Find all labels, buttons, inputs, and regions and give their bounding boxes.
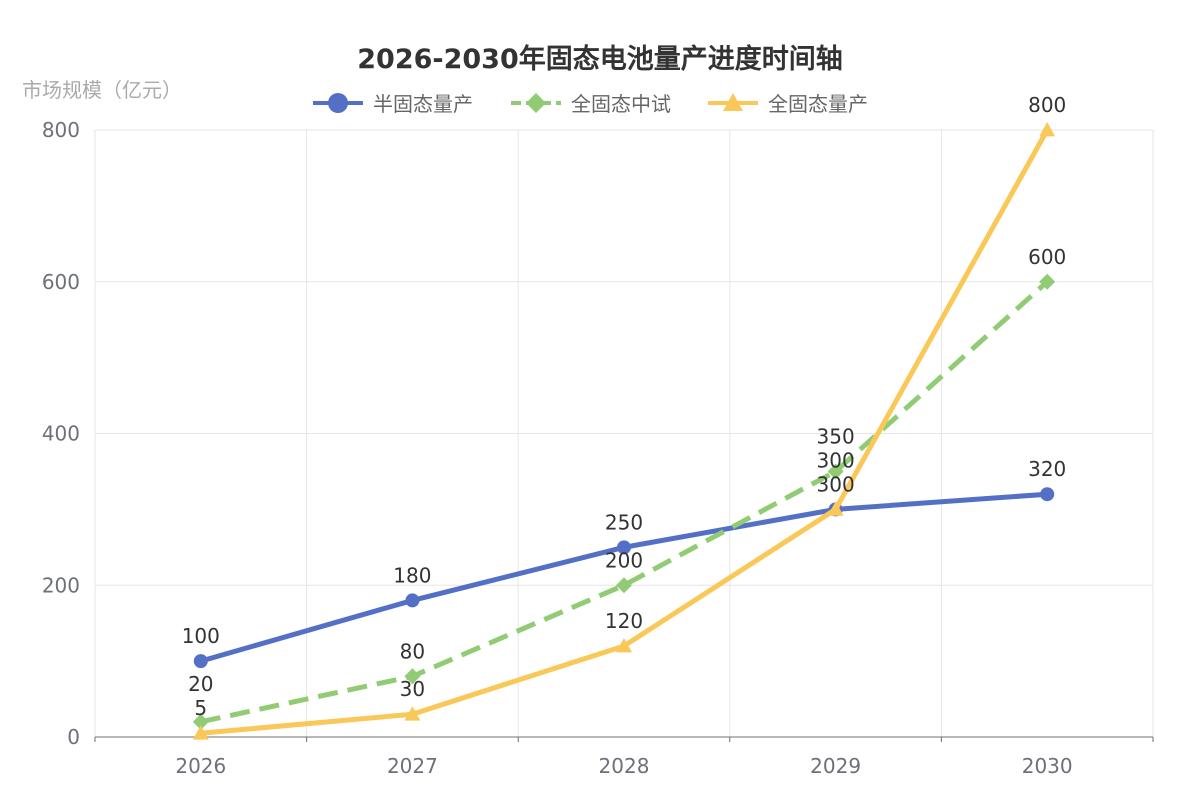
- y-axis-label: 市场规模（亿元）: [22, 78, 182, 102]
- y-tick-label: 600: [42, 270, 80, 294]
- x-tick-label: 2029: [810, 754, 861, 778]
- data-label: 800: [1028, 93, 1066, 117]
- y-tick-label: 0: [67, 725, 80, 749]
- series-line: [200, 279, 1049, 725]
- data-label: 600: [1028, 245, 1066, 269]
- diamond-marker: [1039, 273, 1056, 290]
- data-label: 350: [817, 424, 855, 448]
- diamond-marker: [404, 668, 421, 685]
- triangle-marker: [192, 725, 209, 740]
- legend-item-1: 半固态量产: [313, 92, 473, 116]
- legend-label: 全固态量产: [768, 92, 868, 116]
- diamond-marker: [192, 713, 209, 730]
- x-tick-label: 2026: [175, 754, 226, 778]
- data-label: 5: [194, 696, 207, 720]
- circle-marker: [1040, 487, 1055, 502]
- data-label: 100: [182, 624, 220, 648]
- diamond-marker: [526, 93, 546, 113]
- triangle-marker: [404, 706, 421, 721]
- data-label: 30: [400, 677, 425, 701]
- data-labels: 100 180 250 300 320 20 80 200 350 600 5 30 120 300 800: [182, 93, 1067, 720]
- x-tick-label: 2027: [387, 754, 438, 778]
- circle-marker: [193, 654, 208, 669]
- series-2: [192, 273, 1056, 730]
- diamond-marker: [827, 463, 844, 480]
- triangle-marker: [616, 637, 632, 653]
- circle-marker: [328, 93, 348, 113]
- series-group: [192, 122, 1056, 740]
- y-tick-label: 200: [42, 573, 80, 597]
- data-label: 300: [817, 472, 855, 496]
- data-label: 300: [817, 448, 855, 472]
- x-tick-label: 2028: [599, 754, 650, 778]
- legend-item-2: 全固态中试: [511, 92, 671, 116]
- circle-marker: [617, 540, 631, 555]
- triangle-marker: [723, 93, 743, 111]
- data-label: 120: [605, 609, 643, 633]
- circle-marker: [405, 593, 420, 608]
- legend-label: 全固态中试: [571, 92, 671, 116]
- series-3: [192, 122, 1056, 740]
- legend-label: 半固态量产: [373, 92, 473, 116]
- diamond-marker: [616, 577, 632, 594]
- triangle-marker: [1039, 122, 1056, 137]
- data-label: 180: [393, 563, 431, 587]
- chart-title: 2026-2030年固态电池量产进度时间轴: [357, 43, 843, 75]
- legend: 半固态量产 全固态中试 全固态量产: [313, 92, 868, 116]
- grid: [94, 129, 1154, 737]
- data-label: 200: [605, 548, 643, 572]
- triangle-marker: [827, 501, 844, 516]
- data-label: 250: [605, 510, 643, 534]
- data-label: 20: [188, 672, 213, 696]
- y-tick-label: 800: [42, 118, 80, 142]
- data-label: 80: [400, 639, 425, 663]
- y-tick-label: 400: [42, 422, 80, 446]
- data-label: 320: [1028, 457, 1066, 481]
- x-tick-label: 2030: [1022, 754, 1073, 778]
- legend-item-3: 全固态量产: [708, 92, 868, 116]
